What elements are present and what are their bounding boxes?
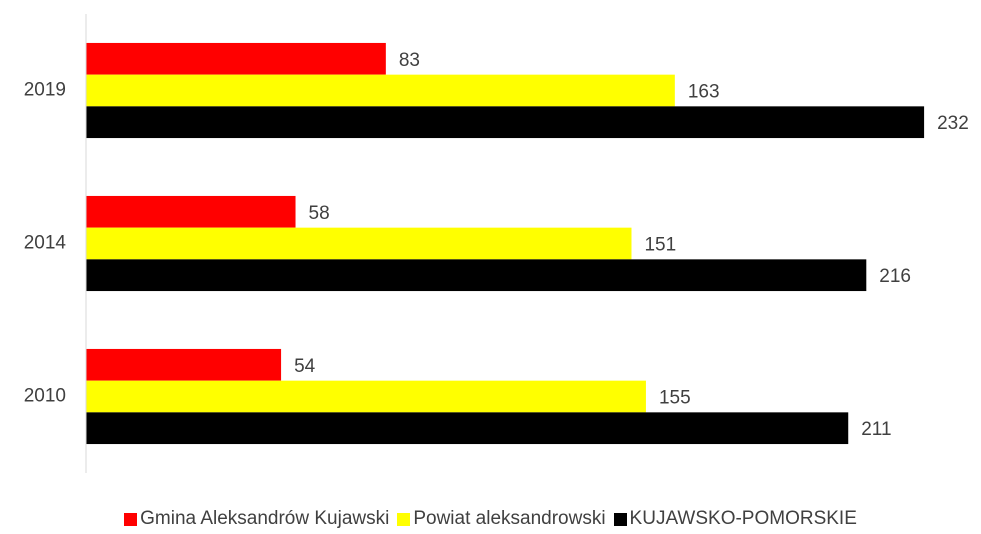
bar [86, 259, 867, 292]
data-label: 216 [879, 266, 911, 287]
bar [86, 106, 925, 139]
legend-item: Powiat aleksandrowski [397, 508, 606, 530]
y-tick-label: 2019 [24, 80, 66, 101]
data-label: 163 [688, 82, 720, 103]
y-tick-label: 2010 [24, 386, 66, 407]
legend-label: Gmina Aleksandrów Kujawski [140, 508, 390, 529]
bar [86, 74, 675, 107]
legend-swatch [613, 512, 627, 526]
legend: Gmina Aleksandrów Kujawski Powiat aleksan… [0, 508, 981, 530]
y-tick-label: 2014 [24, 233, 67, 254]
legend-label: KUJAWSKO-POMORSKIE [629, 508, 857, 529]
data-label: 155 [659, 388, 691, 409]
data-label: 83 [399, 50, 420, 71]
bar [86, 42, 386, 75]
legend-label: Powiat aleksandrowski [413, 508, 606, 529]
bar [86, 380, 646, 413]
bar [86, 227, 632, 260]
bar [86, 348, 282, 381]
legend-item: KUJAWSKO-POMORSKIE [613, 508, 857, 530]
legend-item: Gmina Aleksandrów Kujawski [124, 508, 389, 530]
data-label: 211 [861, 419, 891, 440]
legend-swatch [397, 512, 411, 526]
data-label: 151 [644, 235, 676, 256]
chart: 2019 83 163 232 2014 58 151 216 2010 54 155 211 [24, 14, 969, 473]
data-label: 232 [937, 113, 969, 134]
bar [86, 412, 849, 445]
data-label: 54 [294, 356, 316, 377]
data-label: 58 [309, 203, 330, 224]
legend-swatch [124, 512, 138, 526]
bar [86, 195, 296, 228]
